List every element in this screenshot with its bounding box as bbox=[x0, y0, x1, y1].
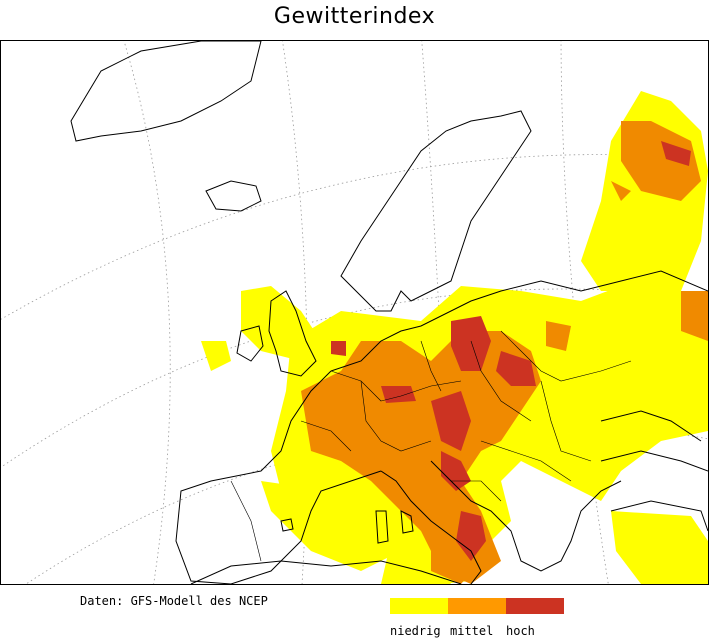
thunderstorm-index-map bbox=[0, 40, 709, 585]
index-high-areas bbox=[331, 141, 691, 561]
legend-label-mid: mittel bbox=[450, 624, 494, 638]
legend-swatch-high bbox=[506, 598, 564, 614]
legend-label-high: hoch bbox=[506, 624, 535, 638]
legend-swatch-low bbox=[390, 598, 448, 614]
map-title: Gewitterindex bbox=[273, 4, 436, 29]
coastlines bbox=[70, 41, 708, 584]
map-canvas bbox=[1, 41, 708, 584]
legend-label-low: niedrig bbox=[390, 624, 441, 638]
country-borders bbox=[230, 330, 632, 562]
legend-swatch-mid bbox=[448, 598, 506, 614]
data-source-note: Daten: GFS-Modell des NCEP bbox=[80, 594, 268, 608]
